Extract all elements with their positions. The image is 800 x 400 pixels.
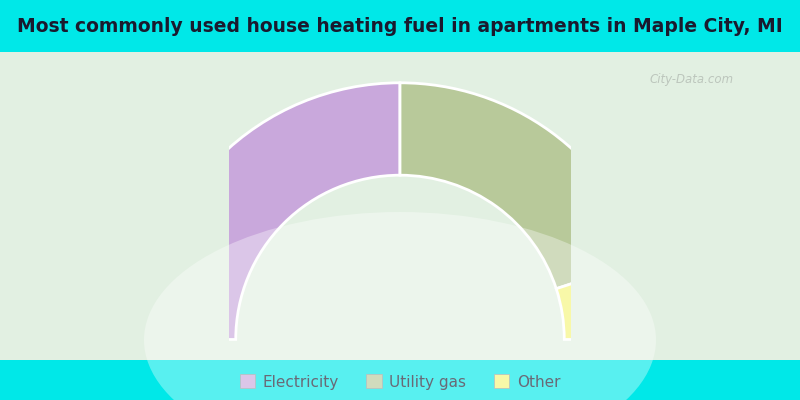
Wedge shape xyxy=(400,83,644,289)
Text: City-Data.com: City-Data.com xyxy=(650,74,734,86)
Text: Most commonly used house heating fuel in apartments in Maple City, MI: Most commonly used house heating fuel in… xyxy=(17,16,783,36)
Wedge shape xyxy=(143,83,400,340)
Legend: Electricity, Utility gas, Other: Electricity, Utility gas, Other xyxy=(234,368,566,396)
Wedge shape xyxy=(556,260,657,340)
